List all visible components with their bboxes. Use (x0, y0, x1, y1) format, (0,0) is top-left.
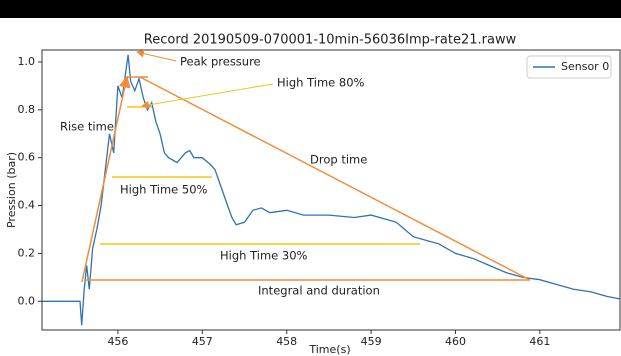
y-tick-label: 0.8 (18, 103, 36, 116)
annotations (81, 49, 531, 283)
annotation: Peak pressure (180, 55, 261, 69)
y-axis-label: Pression (bar) (5, 152, 18, 228)
x-tick-label: 459 (361, 335, 382, 348)
rise-arrow (81, 75, 131, 283)
x-tick-label: 460 (445, 335, 466, 348)
annotation: Rise time (60, 120, 114, 134)
annotation: Drop time (310, 153, 367, 167)
annotation: High Time 50% (120, 183, 208, 197)
x-tick-label: 461 (529, 335, 550, 348)
y-tick-label: 0.2 (18, 246, 36, 259)
drop-line (139, 76, 531, 281)
y-tick-label: 0.4 (18, 199, 36, 212)
x-tick-label: 458 (276, 335, 297, 348)
top-bar (0, 0, 621, 18)
y-tick-label: 0.0 (18, 294, 36, 307)
annotation: High Time 30% (220, 249, 308, 263)
y-tick-label: 0.6 (18, 151, 36, 164)
legend-box (526, 55, 612, 79)
y-tick-label: 1.0 (18, 55, 36, 68)
annotation: Integral and duration (258, 284, 380, 298)
plot-area: 0.0 0.2 0.4 0.6 0.8 1.0 456 457 458 459 460 461 Sens… (18, 49, 621, 348)
x-tick-label: 457 (192, 335, 213, 348)
peak-arrow (136, 49, 177, 62)
legend-label: Sensor 0 (561, 60, 609, 73)
x-tick-label: 456 (107, 335, 128, 348)
chart-title: Record 20190509-070001-10min-56036Imp-ra… (144, 33, 517, 48)
plot-frame (41, 49, 621, 331)
annotation: High Time 80% (277, 76, 365, 90)
series-line (42, 54, 621, 326)
x-axis-label: Time(s) (308, 343, 350, 356)
high-80-arrow (141, 83, 274, 109)
